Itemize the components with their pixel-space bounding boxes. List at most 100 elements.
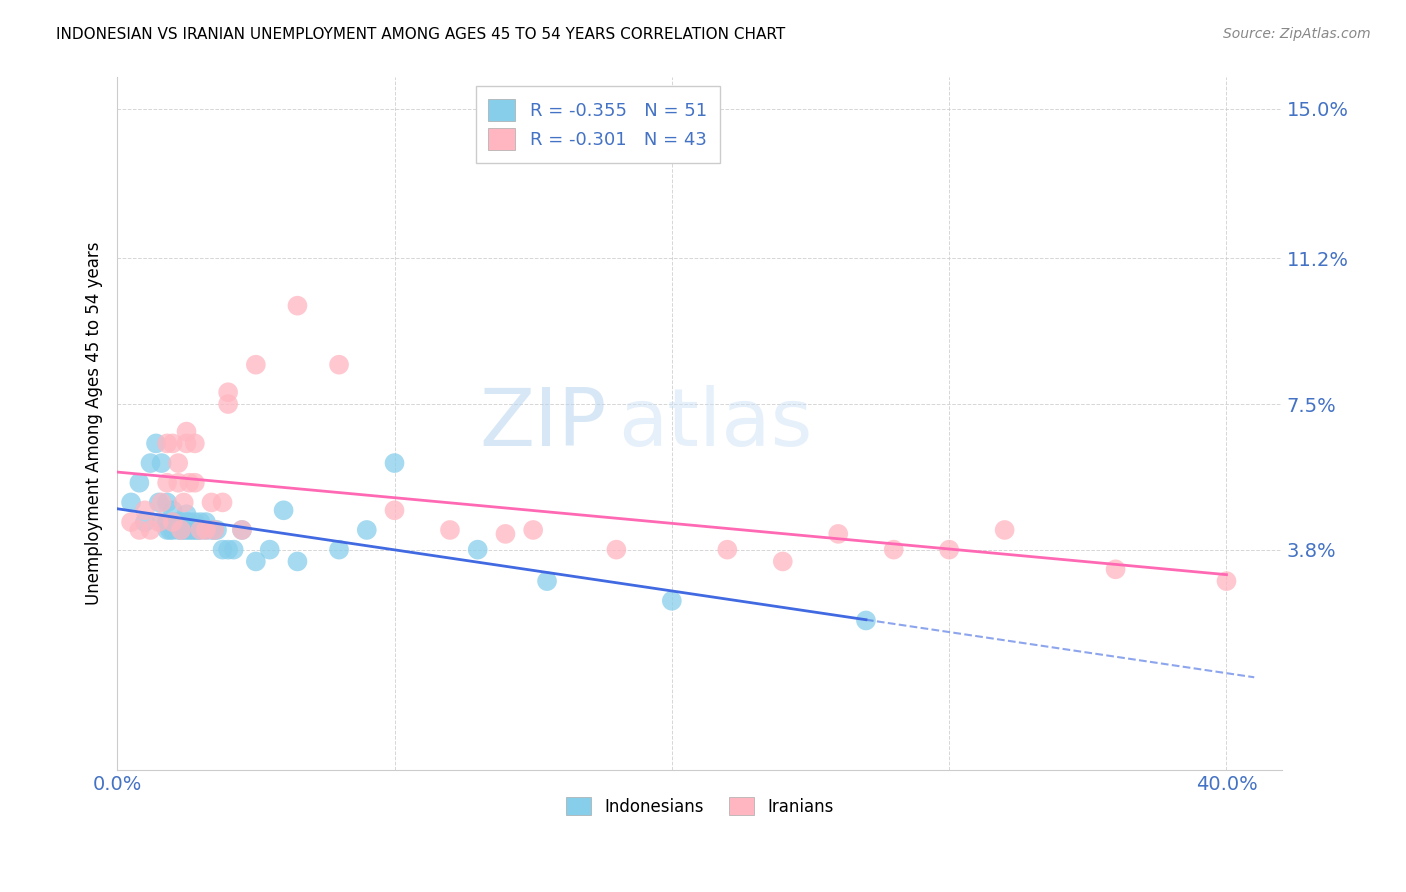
Point	[200, 523, 222, 537]
Point	[536, 574, 558, 588]
Point	[156, 523, 179, 537]
Text: ZIP: ZIP	[479, 384, 606, 463]
Text: atlas: atlas	[619, 384, 813, 463]
Point	[202, 523, 225, 537]
Point	[173, 495, 195, 509]
Point	[184, 515, 207, 529]
Point	[184, 523, 207, 537]
Point	[222, 542, 245, 557]
Point	[522, 523, 544, 537]
Point	[134, 503, 156, 517]
Point	[217, 385, 239, 400]
Point	[494, 527, 516, 541]
Point	[167, 475, 190, 490]
Point	[173, 523, 195, 537]
Point	[287, 299, 309, 313]
Point	[439, 523, 461, 537]
Point	[170, 523, 193, 537]
Point	[150, 495, 173, 509]
Point	[156, 475, 179, 490]
Point	[145, 436, 167, 450]
Point	[128, 523, 150, 537]
Point	[467, 542, 489, 557]
Point	[134, 515, 156, 529]
Point	[139, 456, 162, 470]
Point	[328, 358, 350, 372]
Point	[384, 456, 406, 470]
Point	[159, 523, 181, 537]
Point	[231, 523, 253, 537]
Point	[827, 527, 849, 541]
Point	[162, 523, 184, 537]
Point	[356, 523, 378, 537]
Point	[231, 523, 253, 537]
Point	[384, 503, 406, 517]
Point	[184, 475, 207, 490]
Point	[855, 614, 877, 628]
Point	[202, 523, 225, 537]
Point	[211, 542, 233, 557]
Text: Source: ZipAtlas.com: Source: ZipAtlas.com	[1223, 27, 1371, 41]
Point	[167, 456, 190, 470]
Point	[883, 542, 905, 557]
Legend: Indonesians, Iranians: Indonesians, Iranians	[557, 789, 842, 824]
Text: INDONESIAN VS IRANIAN UNEMPLOYMENT AMONG AGES 45 TO 54 YEARS CORRELATION CHART: INDONESIAN VS IRANIAN UNEMPLOYMENT AMONG…	[56, 27, 786, 42]
Point	[148, 515, 170, 529]
Point	[190, 523, 212, 537]
Point	[170, 523, 193, 537]
Point	[150, 515, 173, 529]
Point	[176, 507, 198, 521]
Point	[772, 554, 794, 568]
Point	[120, 495, 142, 509]
Point	[217, 397, 239, 411]
Point	[184, 436, 207, 450]
Point	[139, 523, 162, 537]
Point	[128, 475, 150, 490]
Point	[190, 523, 212, 537]
Point	[156, 495, 179, 509]
Point	[259, 542, 281, 557]
Point	[176, 436, 198, 450]
Point	[176, 523, 198, 537]
Point	[162, 503, 184, 517]
Point	[245, 554, 267, 568]
Point	[211, 495, 233, 509]
Point	[328, 542, 350, 557]
Point	[179, 475, 201, 490]
Point	[162, 515, 184, 529]
Point	[170, 515, 193, 529]
Point	[148, 495, 170, 509]
Point	[156, 515, 179, 529]
Point	[661, 594, 683, 608]
Y-axis label: Unemployment Among Ages 45 to 54 years: Unemployment Among Ages 45 to 54 years	[86, 242, 103, 606]
Point	[187, 523, 209, 537]
Point	[179, 523, 201, 537]
Point	[120, 515, 142, 529]
Point	[194, 523, 217, 537]
Point	[938, 542, 960, 557]
Point	[179, 515, 201, 529]
Point	[273, 503, 295, 517]
Point	[605, 542, 627, 557]
Point	[994, 523, 1017, 537]
Point	[217, 542, 239, 557]
Point	[194, 515, 217, 529]
Point	[176, 515, 198, 529]
Point	[176, 425, 198, 439]
Point	[181, 523, 204, 537]
Point	[194, 523, 217, 537]
Point	[716, 542, 738, 557]
Point	[162, 436, 184, 450]
Point	[167, 523, 190, 537]
Point	[245, 358, 267, 372]
Point	[287, 554, 309, 568]
Point	[1104, 562, 1126, 576]
Point	[205, 523, 228, 537]
Point	[162, 515, 184, 529]
Point	[1215, 574, 1237, 588]
Point	[156, 436, 179, 450]
Point	[200, 495, 222, 509]
Point	[167, 515, 190, 529]
Point	[190, 515, 212, 529]
Point	[150, 456, 173, 470]
